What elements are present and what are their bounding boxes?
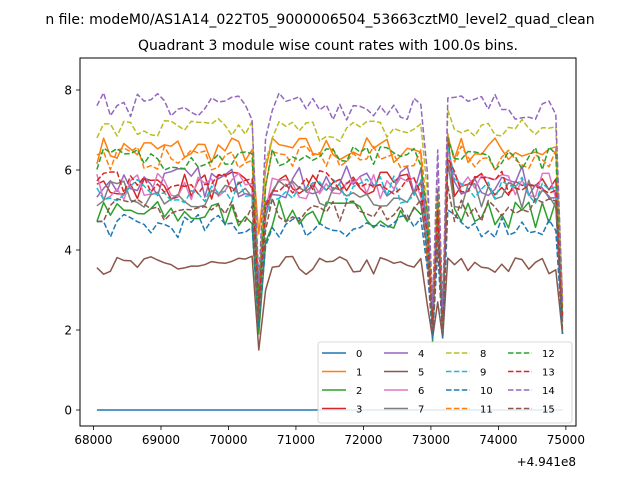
y-tick-label: 2 [64, 324, 72, 338]
series-line-15 [96, 185, 564, 335]
series-line-6 [96, 149, 564, 331]
series-line-1 [96, 137, 564, 327]
series-line-11 [96, 133, 564, 323]
series-line-7 [96, 161, 564, 331]
legend-label-11: 11 [480, 405, 493, 416]
legend-label-8: 8 [480, 349, 486, 360]
x-axis-offset-label: +4.941e8 [517, 455, 576, 469]
y-tick-label: 8 [64, 84, 72, 98]
x-tick-label: 69000 [142, 433, 180, 447]
legend-label-14: 14 [542, 386, 555, 397]
series-line-8 [96, 109, 564, 315]
series-line-14 [96, 92, 564, 311]
axes-frame [79, 57, 577, 427]
figure-suptitle: n file: modeM0/AS1A14_022T05_9000006504_… [45, 12, 594, 28]
x-tick-label: 71000 [277, 433, 315, 447]
x-tick-label: 75000 [547, 433, 585, 447]
legend-label-12: 12 [542, 349, 555, 360]
y-tick-label: 6 [64, 164, 72, 178]
legend-label-5: 5 [418, 368, 424, 379]
legend-label-0: 0 [356, 349, 362, 360]
legend-label-2: 2 [356, 386, 362, 397]
x-tick-label: 70000 [209, 433, 247, 447]
legend-box [317, 341, 573, 424]
x-tick-label: 73000 [412, 433, 450, 447]
chart-title: Quadrant 3 module wise count rates with … [138, 38, 518, 54]
x-tick-label: 72000 [344, 433, 382, 447]
legend-label-4: 4 [418, 349, 424, 360]
legend-label-15: 15 [542, 405, 555, 416]
legend-label-9: 9 [480, 368, 486, 379]
y-axis: 0 2 4 6 8 [64, 84, 80, 418]
series-line-12 [96, 137, 564, 323]
x-tick-label: 68000 [74, 433, 112, 447]
series-line-5 [96, 255, 564, 351]
legend-label-13: 13 [542, 368, 555, 379]
series-line-13 [96, 157, 564, 331]
y-tick-label: 0 [64, 404, 72, 418]
series-line-10 [96, 209, 564, 339]
legend-label-3: 3 [356, 405, 362, 416]
x-tick-label: 74000 [479, 433, 517, 447]
series-line-4 [96, 161, 564, 331]
x-axis: 68000 69000 70000 71000 72000 73000 74000 75000 [74, 426, 585, 447]
legend-label-7: 7 [418, 405, 424, 416]
series-line-9 [96, 145, 564, 331]
legend-label-10: 10 [480, 386, 493, 397]
plot-lines [96, 92, 564, 411]
legend-label-1: 1 [356, 368, 362, 379]
legend-label-6: 6 [418, 386, 424, 397]
y-tick-label: 4 [64, 244, 72, 258]
